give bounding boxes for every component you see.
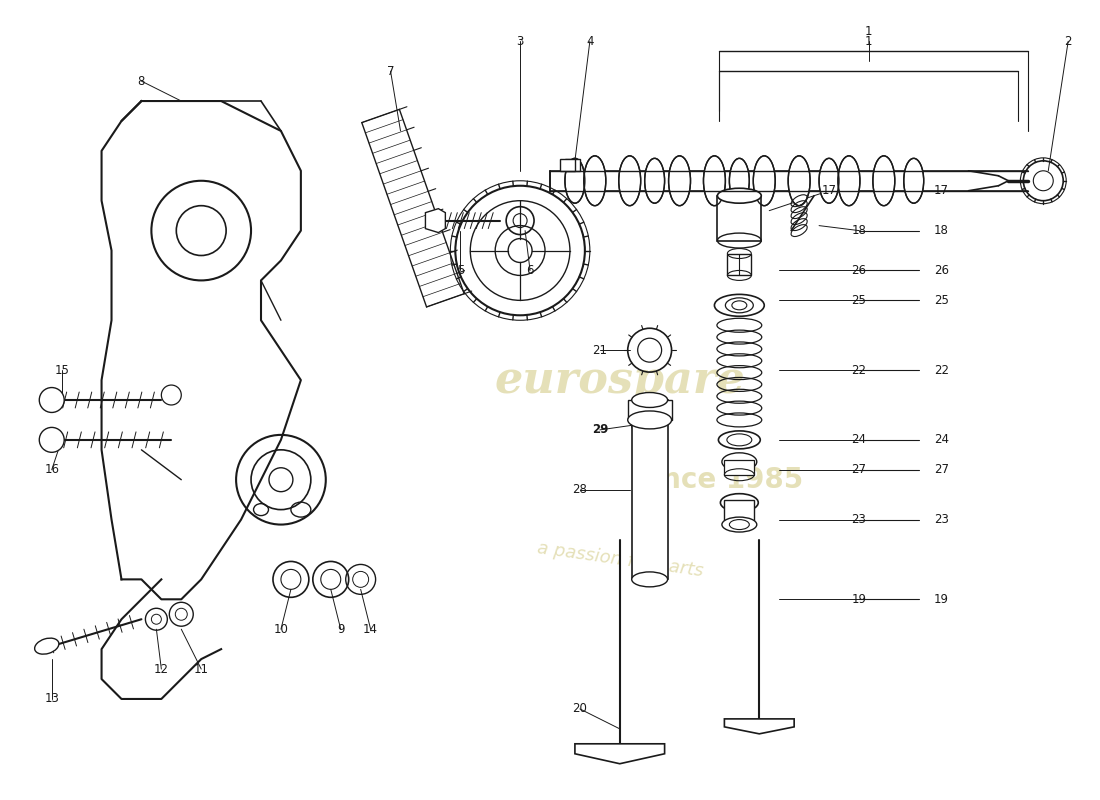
Text: 18: 18 (934, 224, 948, 237)
Text: 24: 24 (851, 434, 867, 446)
Ellipse shape (584, 156, 606, 206)
Ellipse shape (628, 411, 672, 429)
Text: 8: 8 (138, 74, 145, 88)
Ellipse shape (631, 572, 668, 587)
Text: a passion for parts: a passion for parts (536, 539, 704, 580)
Text: 22: 22 (934, 364, 948, 377)
Text: 17: 17 (934, 184, 948, 198)
Text: 22: 22 (851, 364, 867, 377)
Text: 25: 25 (851, 294, 867, 307)
Text: 29: 29 (592, 423, 608, 436)
Ellipse shape (717, 188, 761, 203)
Bar (565, 159, 580, 170)
Text: 1: 1 (865, 25, 872, 38)
Text: 2: 2 (1065, 34, 1071, 48)
Ellipse shape (722, 453, 757, 470)
Bar (717, 196, 761, 241)
Text: 24: 24 (934, 434, 948, 446)
Text: 28: 28 (572, 483, 587, 496)
Ellipse shape (669, 156, 691, 206)
Text: 23: 23 (934, 513, 948, 526)
Text: 1: 1 (865, 34, 872, 48)
Text: 13: 13 (44, 693, 59, 706)
Text: 26: 26 (851, 264, 867, 277)
Polygon shape (575, 744, 664, 764)
Bar (725, 460, 755, 474)
Text: 10: 10 (274, 622, 288, 636)
Ellipse shape (729, 158, 749, 203)
Ellipse shape (904, 158, 924, 203)
Text: 21: 21 (592, 344, 607, 357)
Bar (725, 500, 755, 525)
Text: 3: 3 (516, 34, 524, 48)
Bar (560, 159, 575, 170)
Ellipse shape (725, 298, 754, 313)
Text: 25: 25 (934, 294, 948, 307)
Ellipse shape (704, 156, 725, 206)
Ellipse shape (789, 156, 810, 206)
Text: 17: 17 (822, 184, 836, 198)
Ellipse shape (631, 393, 668, 407)
Ellipse shape (645, 158, 664, 203)
Text: 12: 12 (154, 662, 169, 675)
Ellipse shape (722, 517, 757, 532)
Text: 11: 11 (194, 662, 209, 675)
Text: 4: 4 (586, 34, 594, 48)
Ellipse shape (720, 494, 758, 512)
Ellipse shape (838, 156, 860, 206)
Polygon shape (725, 719, 794, 734)
Text: 15: 15 (54, 364, 69, 377)
Bar (631, 400, 668, 579)
Bar (727, 254, 751, 275)
Ellipse shape (34, 638, 59, 654)
Ellipse shape (714, 294, 764, 316)
Text: 6: 6 (526, 264, 534, 277)
Ellipse shape (619, 156, 640, 206)
Ellipse shape (40, 427, 64, 452)
Text: 9: 9 (337, 622, 344, 636)
Text: 27: 27 (851, 463, 867, 476)
Text: 19: 19 (934, 593, 948, 606)
Text: 26: 26 (934, 264, 948, 277)
Ellipse shape (565, 158, 585, 203)
Text: 5: 5 (456, 264, 464, 277)
Ellipse shape (754, 156, 776, 206)
Text: 19: 19 (851, 593, 867, 606)
Polygon shape (426, 209, 446, 233)
Text: 14: 14 (363, 622, 378, 636)
Text: 20: 20 (572, 702, 587, 715)
Bar (628, 400, 672, 420)
Text: 27: 27 (934, 463, 948, 476)
Text: 16: 16 (44, 463, 59, 476)
Text: 18: 18 (851, 224, 867, 237)
Ellipse shape (873, 156, 894, 206)
Text: 7: 7 (387, 65, 394, 78)
Text: eurospare: eurospare (494, 358, 745, 402)
Ellipse shape (40, 387, 64, 413)
Ellipse shape (820, 158, 839, 203)
Text: since 1985: since 1985 (636, 466, 803, 494)
Text: 23: 23 (851, 513, 867, 526)
